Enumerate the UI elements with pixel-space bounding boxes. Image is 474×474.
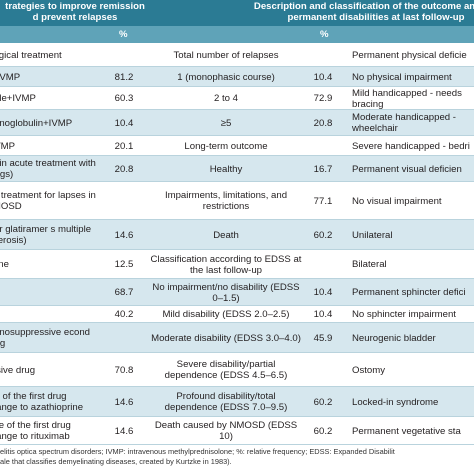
strategy-pct-cell: 14.6 bbox=[114, 425, 134, 437]
header-left-line2: d prevent relapses bbox=[32, 12, 118, 23]
table-subheader-row: % % bbox=[0, 26, 474, 43]
strategy-cell: ological treatment bbox=[0, 49, 62, 61]
pct-header-right: % bbox=[320, 29, 329, 40]
disability-cell: Permanent visual deficien bbox=[352, 163, 462, 175]
table-row: of IVMP 81.2 1 (monophasic course) 10.4 … bbox=[0, 67, 474, 87]
header-right-line1: Description and classification of the ou… bbox=[253, 1, 474, 12]
header-left-line1: trategies to improve remission bbox=[5, 1, 145, 12]
header-right-line2: permanent disabilities at last follow-up bbox=[287, 12, 465, 23]
disability-cell: Bilateral bbox=[352, 259, 387, 270]
outcome-cell: No impairment/no disability (EDSS 0–1.5) bbox=[152, 281, 300, 304]
table-footnote: elitis optica spectrum disorders; IVMP: … bbox=[0, 445, 474, 474]
table-row: ilure of the first drug change to rituxi… bbox=[0, 417, 474, 445]
outcome-pct-cell: 60.2 bbox=[313, 425, 333, 437]
disability-cell: No sphincter impairment bbox=[352, 309, 456, 320]
header-left-title: trategies to improve remission d prevent… bbox=[0, 1, 150, 23]
table-row: n or glatiramer s multiple sclerosis) 14… bbox=[0, 220, 474, 250]
disability-cell: Permanent vegetative sta bbox=[352, 425, 461, 437]
disability-cell: Mild handicapped - needs bracing bbox=[352, 87, 462, 110]
table-header-row: trategies to improve remission d prevent… bbox=[0, 0, 474, 26]
strategy-cell: of IVMP bbox=[0, 71, 21, 83]
disability-cell: No physical impairment bbox=[352, 71, 452, 83]
outcome-cell: ≥5 bbox=[220, 117, 232, 129]
strategy-pct-cell: 70.8 bbox=[114, 364, 134, 376]
table-row: munoglobulin+IVMP 10.4 ≥5 20.8 Moderate … bbox=[0, 110, 474, 136]
strategy-pct-cell: 14.6 bbox=[114, 396, 134, 408]
outcome-cell: Mild disability (EDSS 2.0–2.5) bbox=[162, 309, 290, 320]
table-row: +IVMP 20.1 Long-term outcome Severe hand… bbox=[0, 136, 474, 156]
disability-cell: No visual impairment bbox=[352, 195, 442, 207]
table-row: ure of the first drug change to azathiop… bbox=[0, 387, 474, 417]
disability-cell: Moderate handicapped - wheelchair bbox=[352, 112, 457, 134]
outcome-cell: Healthy bbox=[209, 163, 243, 175]
strategy-cell: n or glatiramer s multiple sclerosis) bbox=[0, 224, 92, 246]
strategy-pct-cell: 40.2 bbox=[114, 309, 134, 320]
outcome-pct-cell: 20.8 bbox=[313, 117, 333, 129]
outcome-cell: Death bbox=[213, 229, 239, 241]
outcome-cell: Profound disability/total dependence (ED… bbox=[164, 391, 288, 413]
strategy-cell: essive drug bbox=[0, 364, 36, 376]
strategy-cell: munoglobulin+IVMP bbox=[0, 117, 73, 129]
strategy-pct-cell: 10.4 bbox=[114, 117, 134, 129]
outcome-pct-cell: 10.4 bbox=[313, 309, 333, 320]
footnote-line2: ale that classifies demyelinating diseas… bbox=[0, 457, 232, 466]
table-row: ological treatment Total number of relap… bbox=[0, 43, 474, 67]
outcome-cell: Total number of relapses bbox=[173, 49, 279, 61]
table-row: ge in acute treatment with drugs) 20.8 H… bbox=[0, 156, 474, 182]
disability-cell: Neurogenic bladder bbox=[352, 332, 436, 344]
outcome-pct-cell: 60.2 bbox=[313, 229, 333, 241]
table-row: essive drug 70.8 Severe disability/parti… bbox=[0, 353, 474, 387]
strategy-pct-cell: 14.6 bbox=[114, 229, 134, 241]
table-row: ive treatment for lapses in NMOSD Impair… bbox=[0, 182, 474, 220]
disability-cell: Permanent sphincter defici bbox=[352, 287, 466, 298]
outcome-cell: Moderate disability (EDSS 3.0–4.0) bbox=[151, 332, 301, 344]
strategy-pct-cell: 60.3 bbox=[114, 93, 134, 104]
outcome-cell: Classification according to EDSS at the … bbox=[150, 253, 302, 276]
table-row: isone 12.5 Classification according to E… bbox=[0, 250, 474, 279]
table-row: mide+IVMP 60.3 2 to 4 72.9 Mild handicap… bbox=[0, 87, 474, 110]
strategy-pct-cell: 68.7 bbox=[114, 287, 134, 298]
pct-header-left: % bbox=[119, 29, 128, 40]
disability-cell: Ostomy bbox=[352, 364, 386, 376]
strategy-cell: ilure of the first drug change to rituxi… bbox=[0, 420, 71, 442]
outcome-cell: Death caused by NMOSD (EDSS 10) bbox=[154, 420, 298, 442]
outcome-cell: Impairments, limitations, and restrictio… bbox=[164, 190, 288, 212]
strategy-cell: ure of the first drug change to azathiop… bbox=[0, 391, 84, 413]
strategy-pct-cell: 20.8 bbox=[114, 163, 134, 175]
strategy-cell: ive treatment for lapses in NMOSD bbox=[0, 190, 96, 212]
outcome-cell: Severe disability/partial dependence (ED… bbox=[164, 359, 288, 381]
outcome-cell: Long-term outcome bbox=[184, 140, 268, 152]
strategy-pct-cell: 12.5 bbox=[114, 259, 134, 270]
outcome-pct-cell: 72.9 bbox=[313, 93, 333, 104]
strategy-cell: +IVMP bbox=[0, 140, 16, 152]
table-row: munosuppressive econd drug Moderate disa… bbox=[0, 323, 474, 353]
outcome-cell: 1 (monophasic course) bbox=[177, 71, 275, 83]
disability-cell: Unilateral bbox=[352, 229, 393, 241]
outcome-pct-cell: 60.2 bbox=[313, 396, 333, 408]
disability-cell: Locked-in syndrome bbox=[352, 396, 439, 408]
disability-cell: Permanent physical deficie bbox=[352, 49, 467, 61]
outcome-pct-cell: 10.4 bbox=[313, 71, 333, 83]
outcome-cell: 2 to 4 bbox=[213, 93, 238, 104]
table-row: 40.2 Mild disability (EDSS 2.0–2.5) 10.4… bbox=[0, 306, 474, 323]
strategy-cell: mide+IVMP bbox=[0, 93, 36, 104]
outcome-pct-cell: 45.9 bbox=[313, 332, 333, 344]
strategy-pct-cell: 81.2 bbox=[114, 71, 134, 83]
outcome-pct-cell: 77.1 bbox=[313, 195, 333, 207]
outcome-pct-cell: 16.7 bbox=[313, 163, 333, 175]
outcome-pct-cell: 10.4 bbox=[313, 287, 333, 298]
footnote-line1: elitis optica spectrum disorders; IVMP: … bbox=[0, 447, 395, 456]
strategy-pct-cell: 20.1 bbox=[114, 140, 134, 152]
strategy-cell: isone bbox=[0, 259, 9, 270]
strategy-cell: munosuppressive econd drug bbox=[0, 327, 90, 349]
strategy-cell: ge in acute treatment with drugs) bbox=[0, 158, 96, 180]
table-row: 68.7 No impairment/no disability (EDSS 0… bbox=[0, 279, 474, 306]
disability-cell: Severe handicapped - bedri bbox=[352, 140, 470, 152]
header-right-title: Description and classification of the ou… bbox=[226, 1, 474, 23]
